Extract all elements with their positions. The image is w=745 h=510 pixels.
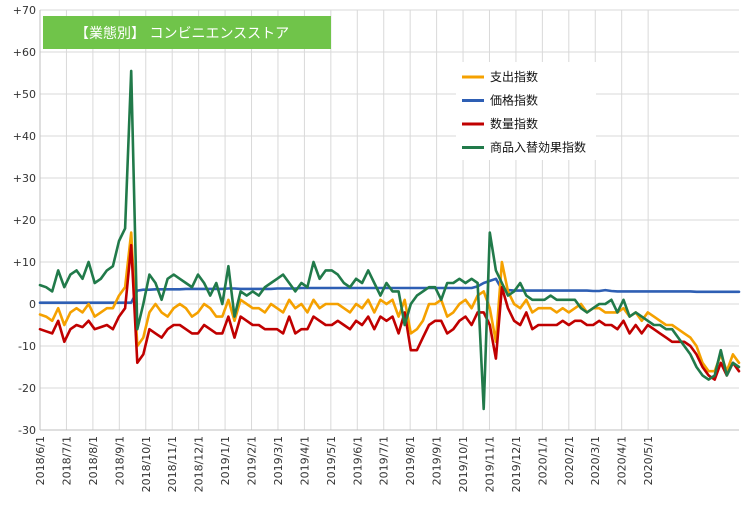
y-axis: -30 -20 -10 0 +10 +20 +30 +40 +50 +60 +70 (13, 4, 41, 437)
y-tick-label: -30 (18, 424, 36, 437)
x-tick-label: 2019/8/1 (404, 436, 417, 485)
x-tick-label: 2019/6/1 (351, 436, 364, 485)
x-tick-label: 2020/3/1 (589, 436, 602, 485)
x-tick-label: 2020/5/1 (642, 436, 655, 485)
x-axis: 2018/6/1 2018/7/1 2018/8/1 2018/9/1 2018/10/… (34, 429, 739, 492)
x-tick-label: 2019/3/1 (272, 436, 285, 485)
legend-label-shishutsu: 支出指数 (490, 69, 538, 84)
series-line-shohin (38, 69, 741, 411)
x-tick-label: 2018/9/1 (113, 436, 126, 485)
series-line-suryo (38, 243, 741, 381)
legend-label-kakaku: 価格指数 (490, 93, 538, 108)
x-tick-label: 2018/11/1 (166, 436, 179, 492)
y-tick-label: +20 (13, 214, 36, 227)
x-tick-label: 2018/12/1 (193, 436, 206, 492)
x-tick-label: 2020/2/1 (563, 436, 576, 485)
y-tick-label: +30 (13, 172, 36, 185)
y-tick-label: +60 (13, 46, 36, 59)
y-tick-label: +70 (13, 4, 36, 17)
x-tick-label: 2019/7/1 (378, 436, 391, 485)
x-tick-label: 2018/10/1 (140, 436, 153, 492)
x-tick-label: 2018/7/1 (60, 436, 73, 485)
x-tick-label: 2019/9/1 (431, 436, 444, 485)
y-tick-label: 0 (29, 298, 36, 311)
gridlines (39, 9, 739, 431)
chart-title-box: 【業態別】 コンビニエンスストア (43, 16, 331, 49)
chart-title-background (43, 16, 331, 49)
legend-label-suryo: 数量指数 (490, 116, 538, 131)
y-tick-label: +50 (13, 88, 36, 101)
x-tick-label: 2020/4/1 (616, 436, 629, 485)
x-tick-label: 2018/8/1 (87, 436, 100, 485)
legend-label-shohin: 商品入替効果指数 (490, 140, 586, 155)
x-tick-label: 2019/5/1 (325, 436, 338, 485)
chart-title: 【業態別】 コンビニエンスストア (75, 26, 289, 42)
y-tick-label: -20 (18, 382, 36, 395)
x-tick-label: 2019/10/1 (457, 436, 470, 492)
series-line-shishutsu (38, 231, 741, 373)
x-tick-label: 2019/4/1 (298, 436, 311, 485)
y-tick-label: +10 (13, 256, 36, 269)
y-tick-label: +40 (13, 130, 36, 143)
series-lines (38, 69, 741, 411)
x-tick-label: 2020/1/1 (536, 436, 549, 485)
x-tick-label: 2018/6/1 (34, 436, 47, 485)
x-tick-label: 2019/12/1 (510, 436, 523, 492)
y-tick-label: -10 (18, 340, 36, 353)
x-tick-label: 2019/11/1 (483, 436, 496, 492)
x-tick-label: 2019/1/1 (219, 436, 232, 485)
x-tick-label: 2019/2/1 (246, 436, 259, 485)
